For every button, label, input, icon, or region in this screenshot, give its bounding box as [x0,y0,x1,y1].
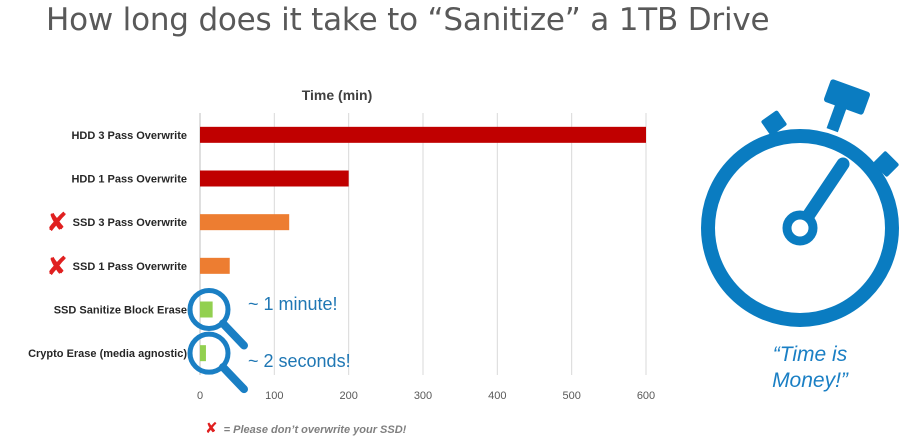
red-x-icon: ✘ [46,252,68,282]
bars [200,126,646,362]
tagline: “Time is Money!” [772,343,848,392]
category-label: Crypto Erase (media agnostic) [28,348,187,360]
chart-title: Time (min) [302,87,373,103]
category-label: HDD 1 Pass Overwrite [71,174,187,186]
x-tick-label: 0 [197,390,203,402]
page-title: How long does it take to “Sanitize” a 1T… [46,2,770,38]
category-label: HDD 3 Pass Overwrite [71,130,187,142]
red-x-icon: ✘ [46,208,68,238]
bar [200,126,646,143]
x-tick-label: 600 [637,390,655,402]
category-label: SSD 3 Pass Overwrite [73,217,187,229]
bar [200,170,349,187]
bar [200,345,206,362]
x-tick-label: 300 [414,390,432,402]
stopwatch-icon [701,79,899,327]
grid-lines [199,113,647,375]
category-label: SSD Sanitize Block Erase [54,305,187,317]
footnote-text: = Please don’t overwrite your SSD! [223,424,407,436]
bar [200,301,213,318]
footnote: ✘ = Please don’t overwrite your SSD! [205,419,406,437]
bar [200,214,290,231]
category-label: SSD 1 Pass Overwrite [73,261,187,273]
x-tick-label: 200 [339,390,357,402]
annotation-one-minute: ~ 1 minute! [248,294,338,314]
x-tick-labels: 0 100 200 300 400 500 600 [197,390,655,402]
x-tick-label: 100 [265,390,283,402]
annotation-two-seconds: ~ 2 seconds! [248,351,351,371]
red-x-icon: ✘ [205,420,218,437]
category-labels: HDD 3 Pass Overwrite HDD 1 Pass Overwrite… [28,130,187,360]
magnifier-icon [187,331,248,394]
red-x-marks: ✘✘ [46,208,68,282]
x-tick-label: 500 [562,390,580,402]
magnifiers [187,288,248,394]
x-tick-label: 400 [488,390,506,402]
magnifier-icon [187,288,248,350]
bar [200,257,230,274]
